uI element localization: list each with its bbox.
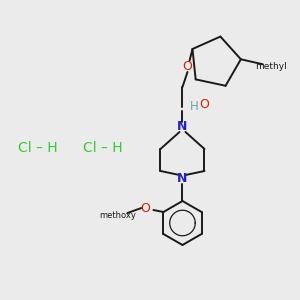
Text: Cl – H: Cl – H — [18, 141, 58, 155]
Text: O: O — [200, 98, 209, 110]
Text: O: O — [140, 202, 150, 214]
Text: Cl – H: Cl – H — [83, 141, 123, 155]
Text: H: H — [190, 100, 199, 112]
Text: methyl: methyl — [255, 62, 287, 71]
Text: N: N — [177, 172, 188, 185]
Text: methoxy: methoxy — [99, 211, 136, 220]
Text: N: N — [177, 121, 188, 134]
Text: O: O — [182, 61, 192, 74]
